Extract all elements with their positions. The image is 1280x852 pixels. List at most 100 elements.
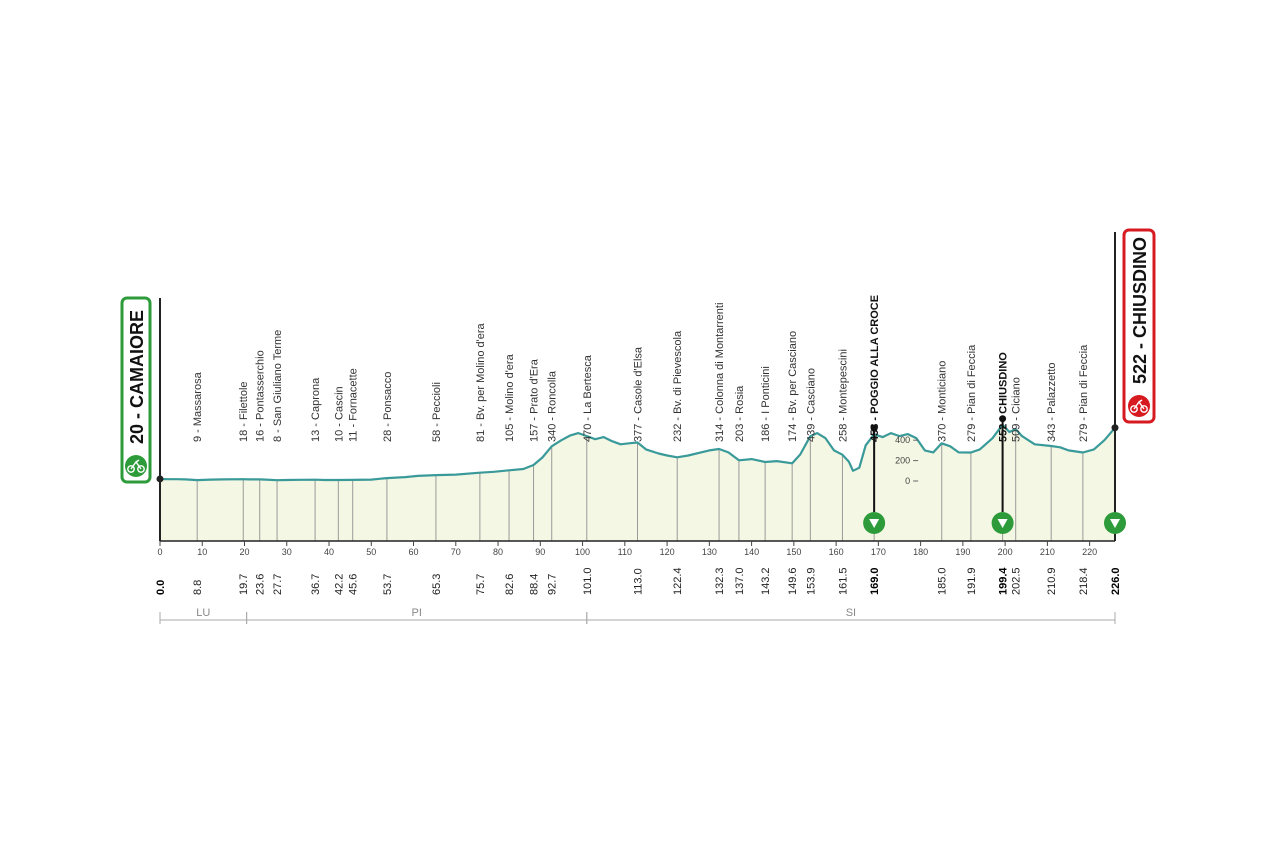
point-label: 13 - Caprona (310, 377, 322, 442)
x-tick-label: 150 (786, 547, 801, 557)
cyclist-icon-frame (130, 459, 142, 470)
profile-line (159, 423, 1116, 482)
point-km-label: 82.6 (504, 574, 516, 595)
point-km-label: 169.0 (869, 567, 881, 595)
x-tick-label: 160 (829, 547, 844, 557)
point-label: 203 - Rosia (734, 385, 746, 442)
triangle-down-icon (997, 519, 1008, 528)
elevation-tick-label: 0 (905, 476, 910, 486)
checkpoint-dot (870, 424, 878, 432)
point-label: 343 - Palazzetto (1046, 363, 1058, 443)
x-tick-label: 170 (871, 547, 886, 557)
point-km-label: 53.7 (382, 574, 394, 595)
elevation-tick-label: 400 (895, 435, 910, 445)
finish-dot (1111, 424, 1119, 432)
x-tick-label: 70 (451, 547, 461, 557)
point-km-label: 65.3 (431, 574, 443, 595)
point-km-label: 210.9 (1046, 567, 1058, 595)
point-km-label: 149.6 (787, 567, 799, 595)
region-label: LU (196, 607, 210, 619)
point-km-label: 185.0 (937, 567, 949, 595)
point-km-label: 161.5 (837, 567, 849, 595)
x-tick-label: 100 (575, 547, 590, 557)
point-label: 11 - Fornacette (348, 368, 360, 442)
point-label: 279 - Pian di Feccia (1078, 344, 1090, 442)
elevation-tick-label: 200 (895, 456, 910, 466)
x-tick-label: 180 (913, 547, 928, 557)
point-km-label: 137.0 (734, 567, 746, 595)
cyclist-icon-wheel (127, 465, 135, 473)
cyclist-icon (125, 455, 147, 477)
point-km-label: 75.7 (475, 574, 487, 595)
point-km-label: 27.7 (272, 574, 284, 595)
point-km-label: 8.8 (192, 580, 204, 595)
x-tick-label: 210 (1040, 547, 1055, 557)
x-tick-label: 120 (660, 547, 675, 557)
point-label: 58 - Peccioli (431, 382, 443, 442)
cyclist-icon-wheel (137, 465, 145, 473)
x-tick-label: 80 (493, 547, 503, 557)
point-label: 157 - Prato d'Era (529, 358, 541, 442)
triangle-down-icon (1110, 519, 1120, 528)
x-tick-label: 140 (744, 547, 759, 557)
point-km-label: 143.2 (760, 567, 772, 595)
point-label: 18 - Filettole (238, 381, 250, 442)
point-label: 232 - Bv. di Pievescola (672, 330, 684, 442)
point-label: 458 - POGGIO ALLA CROCE (869, 295, 881, 442)
finish-badge (1122, 228, 1156, 424)
finish-label: 522 - CHIUSDINO (1130, 237, 1150, 384)
point-km-label: 202.5 (1011, 567, 1023, 595)
point-label: 16 - Pontasserchio (255, 350, 267, 442)
point-label: 370 - Monticiano (937, 361, 949, 442)
point-label: 186 - I Ponticini (760, 366, 772, 442)
x-tick-label: 110 (618, 547, 632, 557)
point-km-label: 42.2 (333, 574, 345, 595)
point-km-label: 36.7 (310, 574, 322, 595)
cyclist-icon-wheel (1140, 405, 1148, 413)
cyclist-icon-wheel (1130, 405, 1138, 413)
point-km-label: 92.7 (547, 574, 559, 595)
point-label: 28 - Ponsacco (382, 372, 394, 442)
point-km-label: 122.4 (672, 567, 684, 595)
region-label: PI (412, 607, 422, 619)
x-tick-label: 220 (1082, 547, 1097, 557)
point-km-label: 218.4 (1078, 567, 1090, 595)
point-label: 279 - Pian di Feccia (966, 344, 978, 442)
start-label: 20 - CAMAIORE (127, 310, 147, 444)
x-tick-label: 90 (535, 547, 545, 557)
point-label: 377 - Casole d'Elsa (633, 346, 645, 442)
start-badge (120, 296, 152, 484)
x-tick-label: 130 (702, 547, 717, 557)
point-km-label: 191.9 (966, 567, 978, 595)
point-label: 340 - Roncolla (547, 370, 559, 442)
x-tick-label: 40 (324, 547, 334, 557)
point-label: 8 - San Giuliano Terme (272, 330, 284, 442)
finish-km-label: 226.0 (1110, 567, 1122, 595)
triangle-down-icon (869, 519, 880, 528)
start-dot (156, 475, 164, 483)
cyclist-icon-frame (1133, 399, 1145, 410)
x-tick-label: 200 (998, 547, 1013, 557)
point-km-label: 153.9 (805, 567, 817, 595)
point-label: 10 - Cascin (333, 386, 345, 442)
x-tick-label: 190 (955, 547, 970, 557)
point-km-label: 113.0 (633, 568, 645, 595)
point-km-label: 132.3 (714, 567, 726, 595)
point-label: 258 - Montepescini (837, 349, 849, 442)
point-label: 314 - Colonna di Montarrenti (714, 303, 726, 442)
point-km-label: 88.4 (529, 574, 541, 595)
x-tick-label: 20 (240, 547, 250, 557)
x-tick-label: 60 (409, 547, 419, 557)
point-km-label: 23.6 (255, 574, 267, 595)
x-tick-label: 50 (366, 547, 376, 557)
point-km-label: 45.6 (348, 574, 360, 595)
cyclist-icon (1128, 395, 1150, 417)
x-tick-label: 30 (282, 547, 292, 557)
point-km-label: 199.4 (998, 567, 1010, 595)
checkpoint-dot (999, 415, 1007, 423)
x-tick-label: 10 (197, 547, 207, 557)
region-label: SI (846, 607, 856, 619)
point-label: 470 - La Bertesca (582, 354, 594, 442)
